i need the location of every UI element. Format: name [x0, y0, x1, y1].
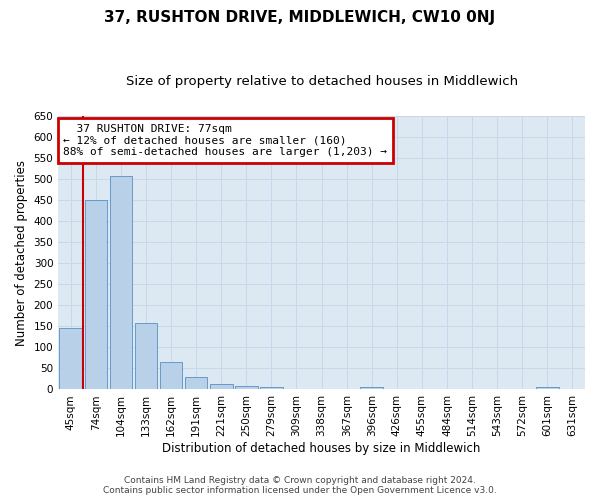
Bar	[210, 384, 233, 390]
Y-axis label: Number of detached properties: Number of detached properties	[15, 160, 28, 346]
Bar	[160, 362, 182, 390]
Bar	[59, 328, 82, 390]
Bar	[536, 387, 559, 390]
Bar	[85, 200, 107, 390]
X-axis label: Distribution of detached houses by size in Middlewich: Distribution of detached houses by size …	[163, 442, 481, 455]
Bar	[185, 377, 208, 390]
Text: 37 RUSHTON DRIVE: 77sqm
← 12% of detached houses are smaller (160)
88% of semi-d: 37 RUSHTON DRIVE: 77sqm ← 12% of detache…	[64, 124, 388, 157]
Bar	[235, 386, 257, 390]
Title: Size of property relative to detached houses in Middlewich: Size of property relative to detached ho…	[125, 75, 518, 88]
Bar	[260, 388, 283, 390]
Bar	[361, 387, 383, 390]
Bar	[134, 323, 157, 390]
Text: Contains HM Land Registry data © Crown copyright and database right 2024.
Contai: Contains HM Land Registry data © Crown c…	[103, 476, 497, 495]
Bar	[110, 176, 132, 390]
Text: 37, RUSHTON DRIVE, MIDDLEWICH, CW10 0NJ: 37, RUSHTON DRIVE, MIDDLEWICH, CW10 0NJ	[104, 10, 496, 25]
